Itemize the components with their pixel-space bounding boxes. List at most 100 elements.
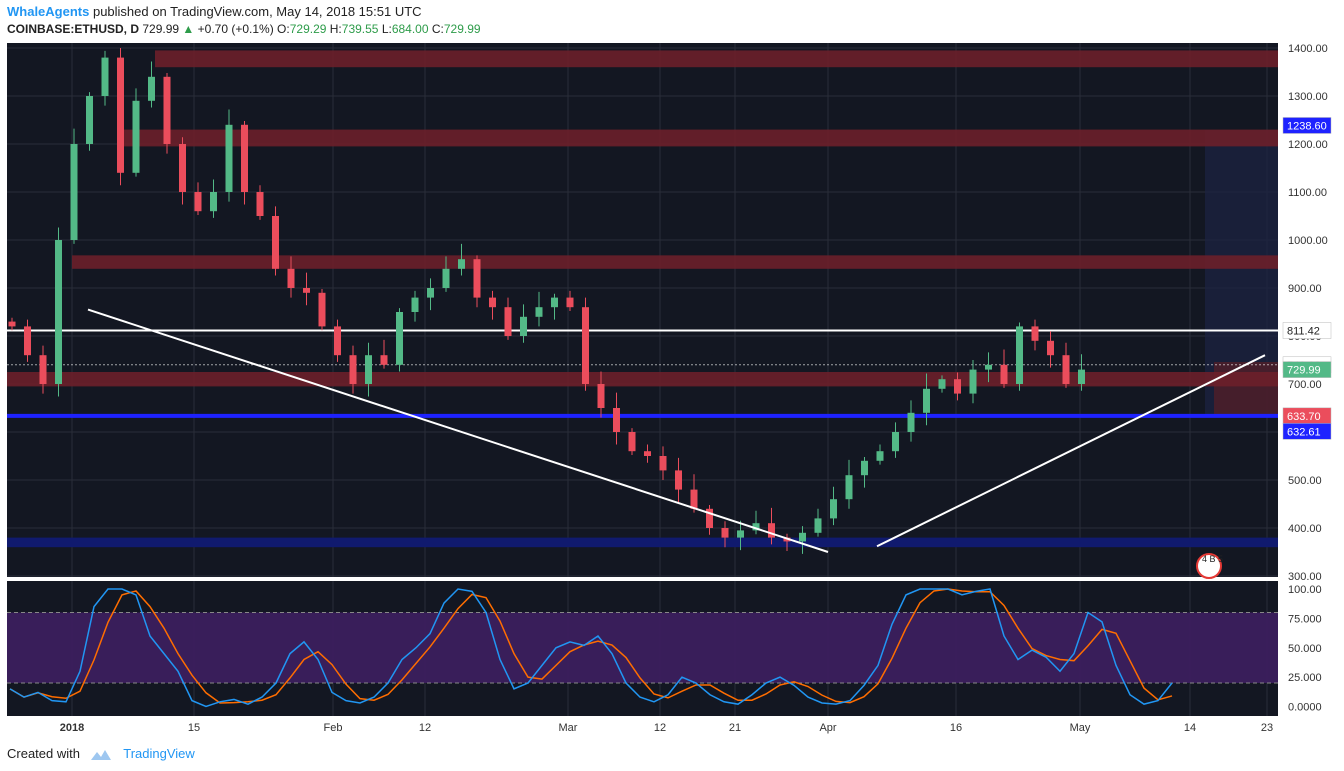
candle-body	[349, 355, 357, 384]
osc-tick: 50.000	[1288, 643, 1322, 655]
trendline-down	[87, 308, 829, 553]
candle-body	[938, 379, 946, 389]
candle-body	[256, 192, 264, 216]
time-tick: 12	[654, 722, 666, 734]
price-tick: 400.00	[1288, 523, 1322, 535]
candle-body	[582, 307, 589, 384]
candle-body	[737, 530, 744, 538]
high-label: H:	[329, 22, 342, 36]
candle-body	[597, 384, 605, 408]
osc-tick: 75.000	[1288, 613, 1322, 625]
candle-body	[225, 124, 233, 192]
created-with-label: Created with	[7, 746, 80, 761]
candle-body	[690, 489, 698, 509]
low-value: 684.00	[391, 22, 429, 36]
price-tick: 1400.00	[1288, 43, 1328, 55]
candle-body	[830, 499, 837, 519]
candle-body	[504, 307, 512, 336]
candle-body	[1000, 364, 1008, 384]
candle-body	[24, 326, 31, 356]
ohlc-legend: COINBASE:ETHUSD, D 729.99 ▲ +0.70 (+0.1%…	[7, 22, 481, 36]
candle-body	[535, 307, 543, 317]
candle-body	[179, 144, 186, 192]
candle-body	[132, 100, 140, 173]
candle-body	[287, 268, 295, 288]
candle-body	[39, 355, 47, 384]
last-price: 729.99	[142, 22, 180, 36]
candle-body	[1062, 355, 1070, 384]
candle-body	[473, 259, 481, 298]
candle-body	[86, 96, 93, 144]
stoch-d-line	[9, 588, 1173, 704]
candle-body	[923, 388, 930, 413]
tradingview-brand-link[interactable]: TradingView	[123, 746, 195, 761]
time-tick: 12	[419, 722, 431, 734]
stoch-k-line	[9, 588, 1173, 708]
candle-body	[520, 316, 527, 336]
candle-body	[1078, 369, 1085, 384]
candle-body	[721, 528, 729, 538]
price-tick: 500.00	[1288, 475, 1322, 487]
time-tick: 23	[1261, 722, 1273, 734]
risk-box	[1214, 362, 1278, 417]
time-tick: Mar	[559, 722, 578, 734]
candle-body	[969, 369, 977, 394]
candle-body	[8, 321, 16, 327]
candle-body	[70, 144, 78, 240]
candle-body	[845, 475, 853, 500]
support-zone	[7, 537, 1278, 548]
candle-body	[163, 76, 171, 144]
candle-body	[117, 57, 124, 173]
price-tick: 900.00	[1288, 283, 1322, 295]
event-flag-icon	[1196, 553, 1222, 579]
close-label: C:	[431, 22, 444, 36]
price-tag-label: 633.70	[1287, 411, 1321, 423]
price-tag-label: 1238.60	[1287, 120, 1327, 132]
resistance-zone	[7, 372, 1278, 387]
time-tick: Feb	[324, 722, 343, 734]
candle-body	[644, 451, 651, 456]
candle-body	[1047, 340, 1054, 356]
price-tick: 700.00	[1288, 379, 1322, 391]
price-tick: 300.00	[1288, 571, 1322, 583]
candle-body	[334, 326, 341, 356]
candle-body	[613, 408, 620, 432]
price-tick: 1300.00	[1288, 91, 1328, 103]
time-tick: 16	[950, 722, 962, 734]
price-chart[interactable]: 4 B 5 1400.00 1300.00 1200.00 1100.00 1000.00…	[0, 0, 1344, 745]
resistance-zone	[122, 129, 1278, 147]
author-name[interactable]: WhaleAgents	[7, 4, 90, 19]
time-tick: 21	[729, 722, 741, 734]
candle-body	[272, 216, 279, 269]
candle-body	[303, 288, 310, 293]
osc-tick: 25.000	[1288, 672, 1322, 684]
published-info: published on TradingView.com, May 14, 20…	[92, 4, 422, 19]
osc-tick: 0.0000	[1288, 702, 1322, 714]
open-value: 729.29	[289, 22, 327, 36]
time-tick: May	[1070, 722, 1091, 734]
candle-body	[876, 451, 884, 461]
resistance-zone	[72, 255, 1278, 269]
candle-body	[1016, 326, 1023, 384]
tradingview-logo-icon	[90, 749, 111, 760]
price-tag	[1282, 361, 1332, 378]
footer: Created with TradingView	[7, 746, 195, 762]
candle-body	[985, 364, 992, 370]
publisher-line: WhaleAgents published on TradingView.com…	[7, 4, 422, 19]
candle-body	[892, 432, 899, 452]
candle-body	[799, 532, 806, 542]
resistance-zone	[155, 50, 1278, 68]
price-tag-label: 632.61	[1287, 426, 1321, 438]
osc-tick: 100.00	[1288, 584, 1322, 596]
candle-body	[659, 456, 667, 471]
candle-body	[458, 259, 465, 269]
oscillator-axis	[1278, 581, 1344, 716]
candle-body	[210, 192, 217, 212]
candle-body	[380, 355, 388, 365]
low-label: L:	[381, 22, 392, 36]
candle-body	[442, 268, 450, 288]
oscillator-band	[7, 612, 1278, 683]
candle-body	[566, 297, 574, 308]
candle-body	[396, 312, 403, 365]
trendline-up	[876, 354, 1266, 548]
